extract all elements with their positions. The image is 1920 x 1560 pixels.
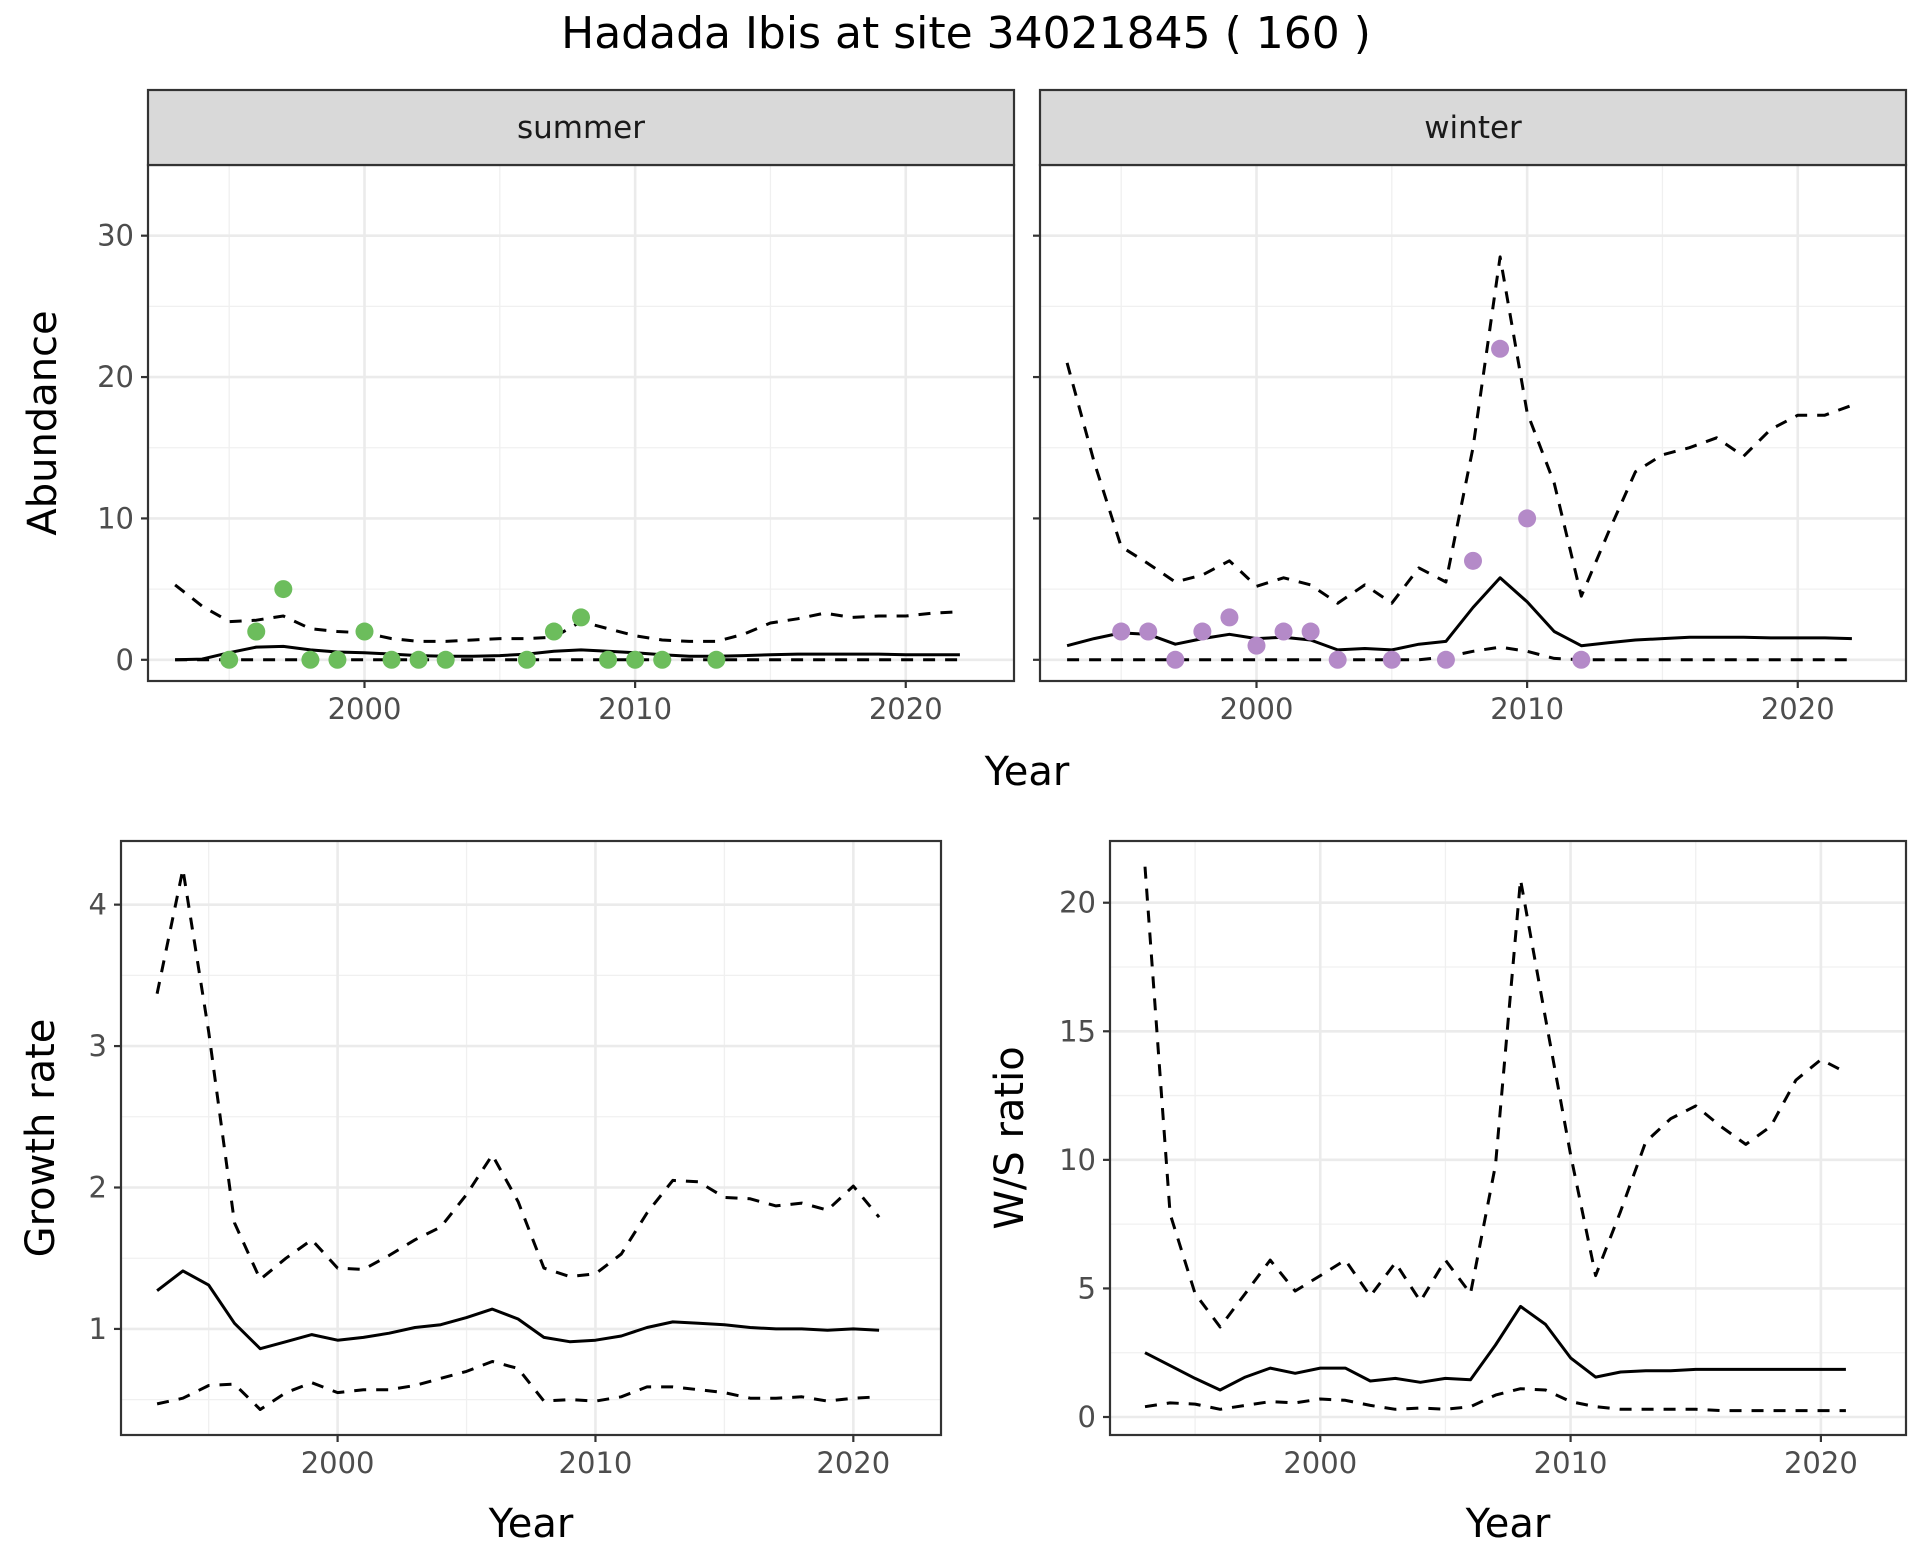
confidence-bound-line <box>1143 866 1847 1329</box>
figure-title: Hadada Ibis at site 34021845 ( 160 ) <box>561 8 1371 59</box>
estimate-line <box>1144 1304 1846 1392</box>
abundance-summer-strip-label: summer <box>517 110 645 146</box>
observed-count-point <box>572 608 590 627</box>
estimate-line <box>175 644 960 662</box>
confidence-bound-line <box>1065 255 1853 605</box>
y-tick-label: 20 <box>97 360 134 394</box>
observed-count-point <box>1112 622 1131 641</box>
x-tick-label: 2010 <box>1490 692 1564 726</box>
ws-ratio-x-axis: 2000 2010 2020 <box>1283 1435 1858 1480</box>
abundance-winter-panel-background <box>1040 165 1906 681</box>
observed-count-point <box>1139 622 1158 641</box>
ws-ratio-x-axis-title: Year <box>1465 1501 1551 1547</box>
observed-count-point <box>1518 509 1537 528</box>
growth-rate-panel-background <box>121 841 941 1435</box>
growth-rate-x-axis: 2000 2010 2020 <box>301 1435 890 1480</box>
abundance-summer-y-axis: 0 10 20 30 <box>97 219 148 677</box>
growth-rate-panel-border <box>119 839 943 1437</box>
observed-count-point <box>707 650 726 669</box>
abundance-winter-x-axis: 2000 2010 2020 <box>1033 234 1835 726</box>
y-tick-label: 15 <box>1059 1014 1096 1048</box>
abundance-summer-strip <box>146 88 1016 167</box>
observed-count-point <box>355 622 374 641</box>
observed-count-point <box>1220 608 1239 627</box>
observed-count-point <box>517 650 536 669</box>
x-tick-label: 2020 <box>816 1446 890 1480</box>
y-tick-label: 3 <box>89 1029 107 1063</box>
y-tick-label: 10 <box>1059 1143 1096 1177</box>
abundance-winter-strip-label: winter <box>1424 110 1522 146</box>
observed-count-point <box>1436 650 1455 669</box>
observed-count-point <box>1274 622 1293 641</box>
ws-ratio-panel: 2000 2010 2020 0 5 10 15 20 Year W/S ratio <box>987 839 1908 1547</box>
y-tick-label: 10 <box>97 501 134 535</box>
confidence-bound-line <box>156 1360 880 1411</box>
ws-ratio-y-axis: 0 5 10 15 20 <box>1059 886 1110 1434</box>
abundance-winter-strip <box>1038 88 1908 167</box>
y-tick-label: 0 <box>116 643 134 677</box>
ws-ratio-gridlines <box>1110 841 1906 1435</box>
observed-count-point <box>1328 650 1347 669</box>
abundance-summer-x-axis: 2000 2010 2020 <box>328 681 943 726</box>
observed-count-point <box>1572 650 1591 669</box>
estimate-line <box>156 1269 880 1351</box>
x-tick-label: 2000 <box>1283 1446 1357 1480</box>
observed-count-point <box>1166 650 1185 669</box>
x-tick-label: 2000 <box>328 692 402 726</box>
x-tick-label: 2000 <box>1220 692 1294 726</box>
abundance-summer-panel: summer 2000 2010 2020 0 10 20 30 Abundance <box>20 88 1016 726</box>
confidence-bound-line <box>1144 1387 1846 1413</box>
observed-count-point <box>409 650 428 669</box>
x-tick-label: 2010 <box>559 1446 633 1480</box>
observed-count-point <box>436 650 455 669</box>
observed-count-point <box>1491 339 1510 358</box>
x-tick-label: 2020 <box>1761 692 1835 726</box>
observed-count-point <box>1464 551 1482 570</box>
estimate-line <box>1066 576 1852 652</box>
observed-count-point <box>220 650 239 669</box>
y-tick-label: 20 <box>1059 886 1096 920</box>
observed-count-point <box>626 650 645 669</box>
confidence-bound-line <box>155 867 881 1281</box>
observed-count-point <box>653 650 672 669</box>
observed-count-point <box>274 580 293 599</box>
observed-count-point <box>328 650 347 669</box>
growth-rate-y-axis: 1 2 3 4 <box>89 888 121 1346</box>
y-tick-label: 2 <box>89 1171 107 1205</box>
observed-count-point <box>247 622 266 641</box>
ws-ratio-marks <box>1143 866 1847 1413</box>
abundance-x-axis-title: Year <box>984 749 1070 795</box>
growth-rate-panel: 2000 2010 2020 1 2 3 4 Year Growth rate <box>18 839 943 1547</box>
growth-rate-marks <box>155 867 881 1411</box>
x-tick-label: 2000 <box>301 1446 375 1480</box>
y-tick-label: 0 <box>1078 1400 1096 1434</box>
observed-count-point <box>1247 636 1266 655</box>
growth-rate-y-axis-title: Growth rate <box>18 1019 64 1258</box>
observed-count-point <box>1193 622 1212 641</box>
abundance-winter-marks <box>1065 255 1853 669</box>
observed-count-point <box>544 622 563 641</box>
observed-count-point <box>382 650 401 669</box>
ws-ratio-panel-background <box>1110 841 1906 1435</box>
y-tick-label: 30 <box>97 219 134 253</box>
x-tick-label: 2020 <box>869 692 943 726</box>
y-tick-label: 4 <box>89 888 107 922</box>
abundance-winter-panel: winter 2000 2010 2020 <box>1033 88 1908 726</box>
observed-count-point <box>1301 622 1320 641</box>
x-tick-label: 2010 <box>598 692 672 726</box>
observed-count-point <box>301 650 320 669</box>
growth-rate-x-axis-title: Year <box>488 1501 574 1547</box>
abundance-summer-panel-background <box>148 165 1014 681</box>
ws-ratio-y-axis-title: W/S ratio <box>987 1046 1033 1229</box>
observed-count-point <box>599 650 618 669</box>
x-tick-label: 2020 <box>1784 1446 1858 1480</box>
abundance-summer-marks <box>174 580 960 669</box>
x-tick-label: 2010 <box>1534 1446 1608 1480</box>
y-tick-label: 1 <box>89 1312 107 1346</box>
observed-count-point <box>1382 650 1401 669</box>
abundance-y-axis-title: Abundance <box>20 310 66 535</box>
y-tick-label: 5 <box>1078 1271 1096 1305</box>
ws-ratio-panel-border <box>1108 839 1908 1437</box>
